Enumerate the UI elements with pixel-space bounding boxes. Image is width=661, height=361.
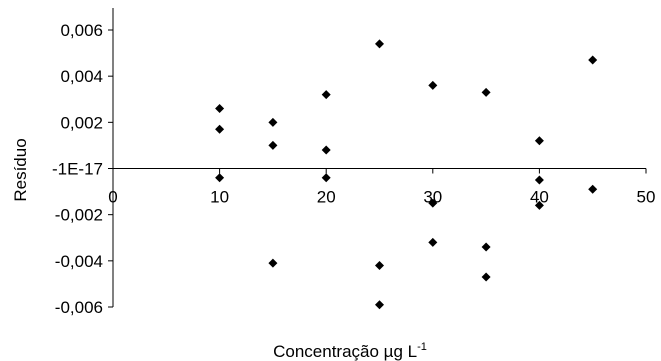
data-point (268, 140, 278, 150)
x-axis-title: Concentração µg L-1 (273, 341, 427, 361)
data-point (534, 200, 544, 210)
y-tick-label: 0,006 (60, 21, 103, 40)
data-point (375, 39, 384, 49)
x-tick-label: 40 (530, 188, 549, 207)
y-tick-label: -0,004 (55, 252, 103, 271)
data-point (321, 90, 331, 100)
data-point (481, 242, 491, 252)
y-tick-label: -0,006 (55, 298, 103, 317)
y-tick-label: -1E-17 (52, 160, 103, 179)
x-tick-label: 50 (637, 188, 656, 207)
data-point (481, 87, 491, 97)
data-point (268, 258, 278, 268)
data-point (428, 198, 438, 208)
data-point (588, 55, 598, 65)
y-tick-label: -0,002 (55, 206, 103, 225)
x-axis: 0 10 20 30 40 50 (108, 168, 656, 207)
data-point (588, 184, 598, 194)
x-axis-title-main: Concentração µg L (273, 342, 417, 361)
y-tick-label: 0,004 (60, 67, 103, 86)
data-point (534, 136, 544, 146)
data-point (215, 173, 225, 183)
data-points (215, 39, 598, 310)
y-axis-title: Resíduo (11, 138, 30, 201)
y-axis: 0,006 0,004 0,002 -1E-17 -0,002 -0,004 -0,006 (52, 8, 114, 317)
data-point (321, 173, 331, 183)
data-point (215, 103, 225, 113)
data-point (215, 124, 225, 134)
data-point (534, 175, 544, 185)
x-tick-label: 20 (317, 188, 336, 207)
y-tick-label: 0,002 (60, 113, 103, 132)
x-tick-label: 10 (210, 188, 229, 207)
data-point (428, 80, 438, 90)
data-point (428, 237, 438, 247)
data-point (375, 300, 384, 310)
x-axis-title-superscript: -1 (417, 341, 427, 353)
x-tick-label: 0 (108, 188, 117, 207)
data-point (481, 272, 491, 282)
data-point (375, 260, 384, 270)
data-point (321, 145, 331, 155)
data-point (268, 117, 278, 127)
x-tick-label: 30 (423, 188, 442, 207)
